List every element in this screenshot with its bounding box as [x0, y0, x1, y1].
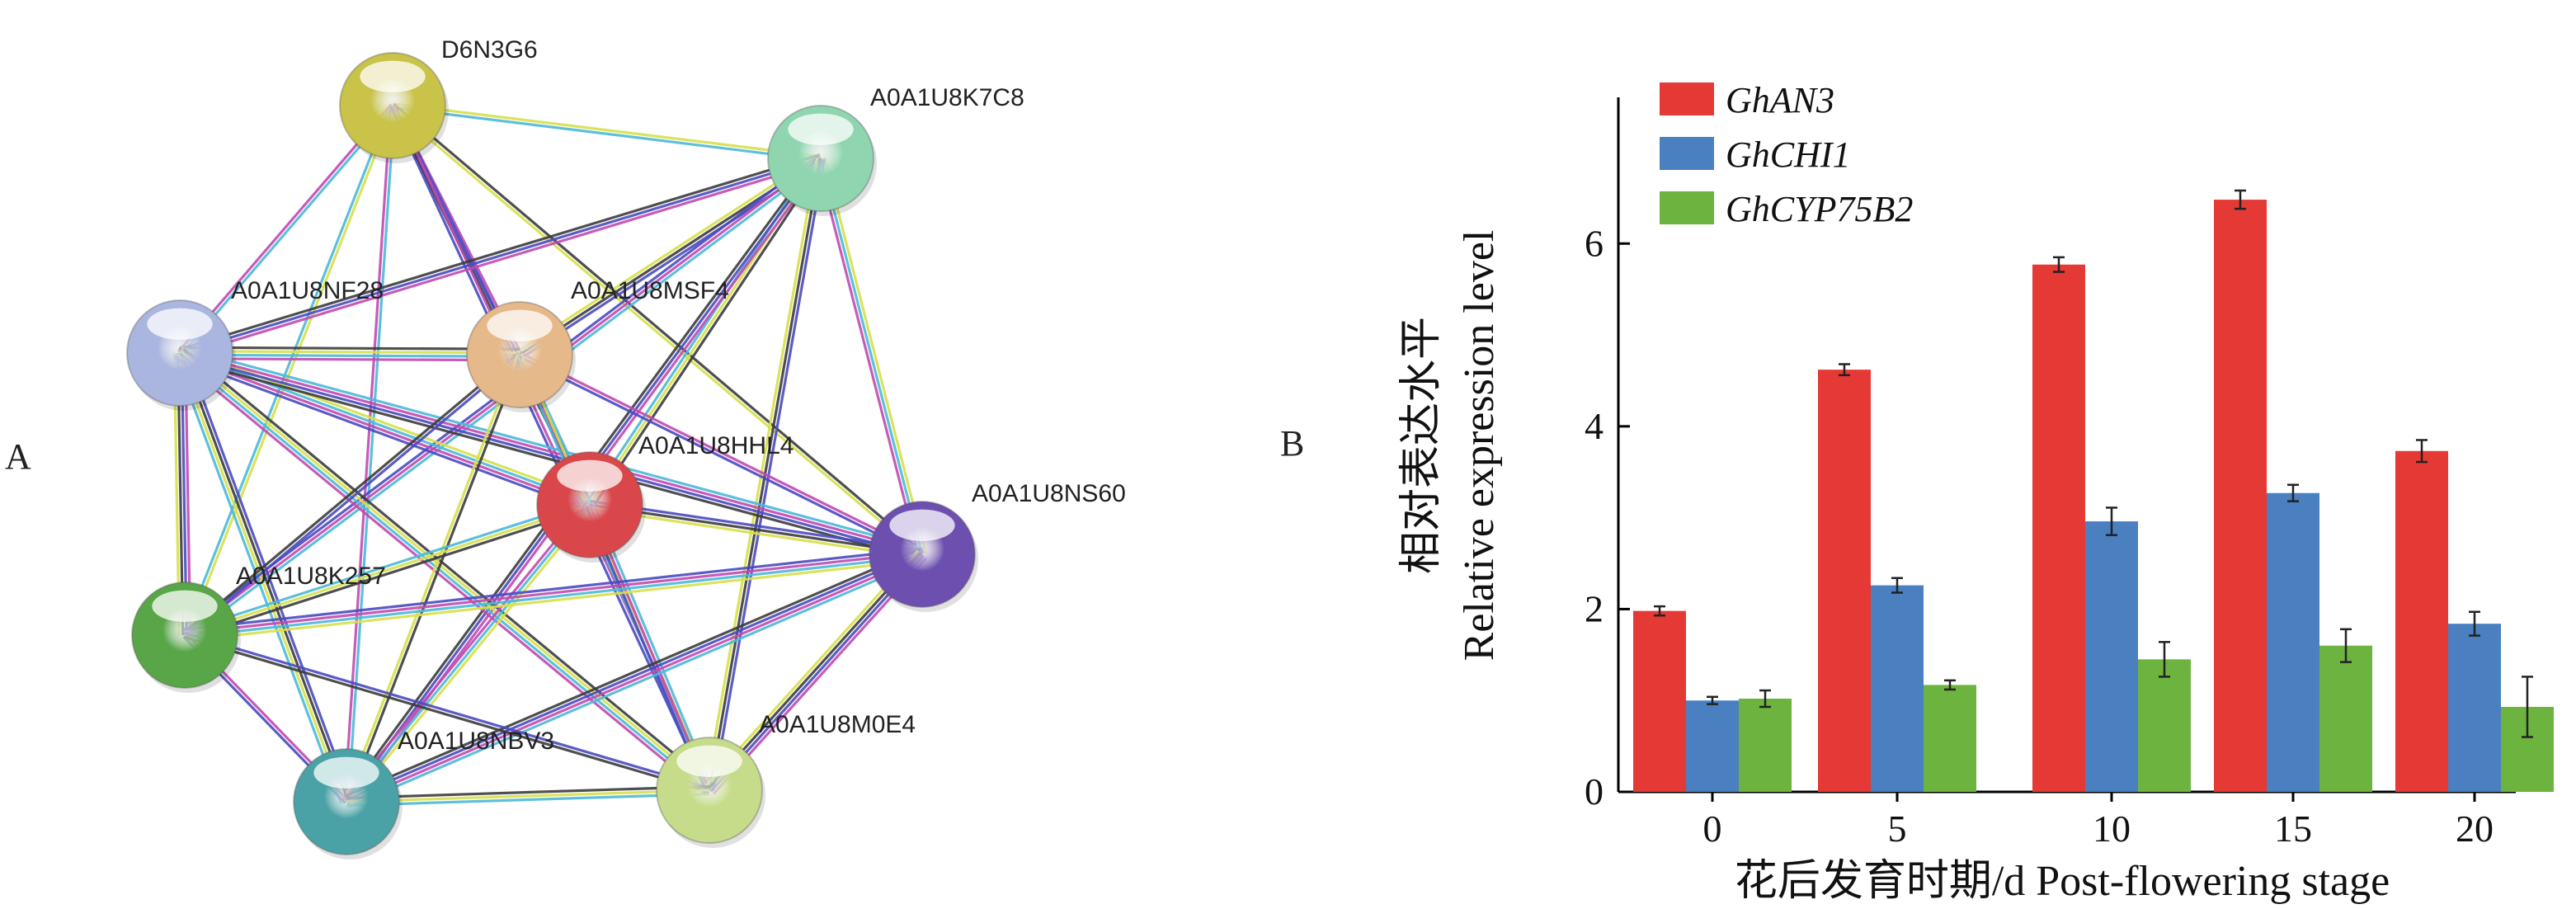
y-axis-label-cn: 相对表达水平 [1398, 317, 1445, 574]
node-label: A0A1U8HHL4 [638, 432, 794, 459]
network-edge [179, 346, 520, 362]
bar-GhAN3 [2032, 264, 2085, 792]
legend-swatch [1660, 137, 1714, 170]
error-bar [1891, 577, 1903, 594]
network-edges [172, 102, 928, 808]
bar-GhAN3 [1818, 370, 1871, 792]
bar-GhCYP75B2 [1924, 685, 1976, 792]
error-bar [2106, 506, 2117, 536]
error-bar [1759, 689, 1771, 709]
network-nodes: D6N3G6 A0A1U8K7C8 A0A1U8NF28 A0A1U8MSF4 A0A1… [126, 36, 1126, 860]
x-axis-label: 花后发育时期/d Post-flowering stage [1735, 858, 2390, 905]
network-edge [177, 103, 395, 356]
error-bar [2469, 610, 2480, 637]
network-edge [518, 351, 924, 558]
y-tick-label: 2 [1585, 587, 1604, 629]
network-edge [589, 499, 923, 560]
network-node [131, 582, 241, 693]
x-tick-label: 15 [2274, 808, 2312, 850]
error-bar [2522, 676, 2533, 738]
legend-swatch [1660, 191, 1714, 224]
y-tick-label: 4 [1585, 405, 1604, 447]
node-label: D6N3G6 [441, 36, 538, 64]
network-edge [175, 347, 714, 796]
network-edge [183, 632, 711, 794]
legend-label: GhCYP75B2 [1726, 189, 1913, 229]
bar-GhCYP75B2 [2319, 645, 2372, 792]
bar-GhCHI1 [2267, 492, 2319, 792]
network-edge [178, 153, 822, 358]
node-label: A0A1U8K7C8 [870, 84, 1024, 111]
node-label: A0A1U8M0E4 [759, 711, 916, 738]
network-edge [392, 102, 822, 162]
error-bar [2053, 256, 2065, 273]
network-node [767, 105, 877, 216]
y-tick-label: 6 [1585, 222, 1604, 264]
network-node [293, 748, 403, 860]
network-edge [177, 346, 925, 562]
error-bar [2416, 439, 2428, 464]
network-node [656, 737, 765, 848]
network-edge [390, 103, 925, 557]
network-edge [704, 549, 928, 795]
error-bar [1654, 605, 1665, 617]
error-bar [1944, 679, 1956, 691]
error-bar [1839, 363, 1850, 377]
network-node [339, 52, 449, 163]
network-edge [183, 500, 591, 640]
network-edge [343, 548, 925, 808]
bar-GhAN3 [1633, 610, 1686, 792]
network-edge [816, 157, 927, 556]
legend-label: GhCHI1 [1726, 134, 1851, 175]
protein-interaction-network: D6N3G6 A0A1U8K7C8 A0A1U8NF28 A0A1U8MSF4 A0A1… [126, 36, 1126, 860]
x-tick-label: 0 [1703, 808, 1722, 850]
network-edge [184, 547, 923, 643]
error-bar [2159, 641, 2170, 678]
node-label: A0A1U8NF28 [231, 277, 384, 304]
y-axis-label-en: Relative expression level [1456, 230, 1503, 662]
bar-GhCYP75B2 [2138, 659, 2191, 792]
bar-GhCYP75B2 [1739, 698, 1792, 792]
bar-GhAN3 [2395, 450, 2448, 792]
network-node [466, 301, 576, 412]
error-bar [2287, 483, 2299, 502]
error-bar [2235, 189, 2246, 210]
error-bar [2340, 628, 2352, 663]
network-edge [343, 353, 523, 803]
error-bar [1707, 695, 1718, 705]
network-node [536, 451, 646, 563]
node-label: A0A1U8MSF4 [571, 277, 729, 304]
network-edge [182, 352, 522, 638]
panel-a-label: A [5, 436, 31, 477]
node-label: A0A1U8K257 [236, 563, 386, 590]
bar-GhCHI1 [1686, 700, 1739, 792]
bar-GhCHI1 [2448, 624, 2501, 792]
network-edge [342, 502, 594, 805]
x-tick-label: 5 [1888, 808, 1907, 850]
panel-b-label: B [1280, 423, 1305, 464]
x-tick-label: 20 [2456, 808, 2494, 850]
legend-label: GhAN3 [1726, 80, 1834, 120]
network-node [126, 299, 236, 411]
x-tick-label: 10 [2093, 808, 2131, 850]
expression-bar-chart: 0 2 4 6 0 5 10 15 20 GhAN3 GhCHI1 GhCYP75B2 相对表达水平 Re… [1398, 80, 2554, 905]
network-edge [181, 104, 396, 637]
network-edge [346, 784, 710, 808]
bar-GhCHI1 [2085, 521, 2138, 792]
node-label: A0A1U8NBV3 [398, 728, 554, 755]
bar-GhCHI1 [1871, 585, 1924, 792]
network-edge [173, 351, 353, 804]
y-tick-label: 0 [1585, 770, 1604, 812]
network-node [869, 501, 978, 612]
legend-swatch [1660, 82, 1714, 115]
bar-GhAN3 [2214, 200, 2267, 792]
node-label: A0A1U8NS60 [972, 480, 1126, 507]
